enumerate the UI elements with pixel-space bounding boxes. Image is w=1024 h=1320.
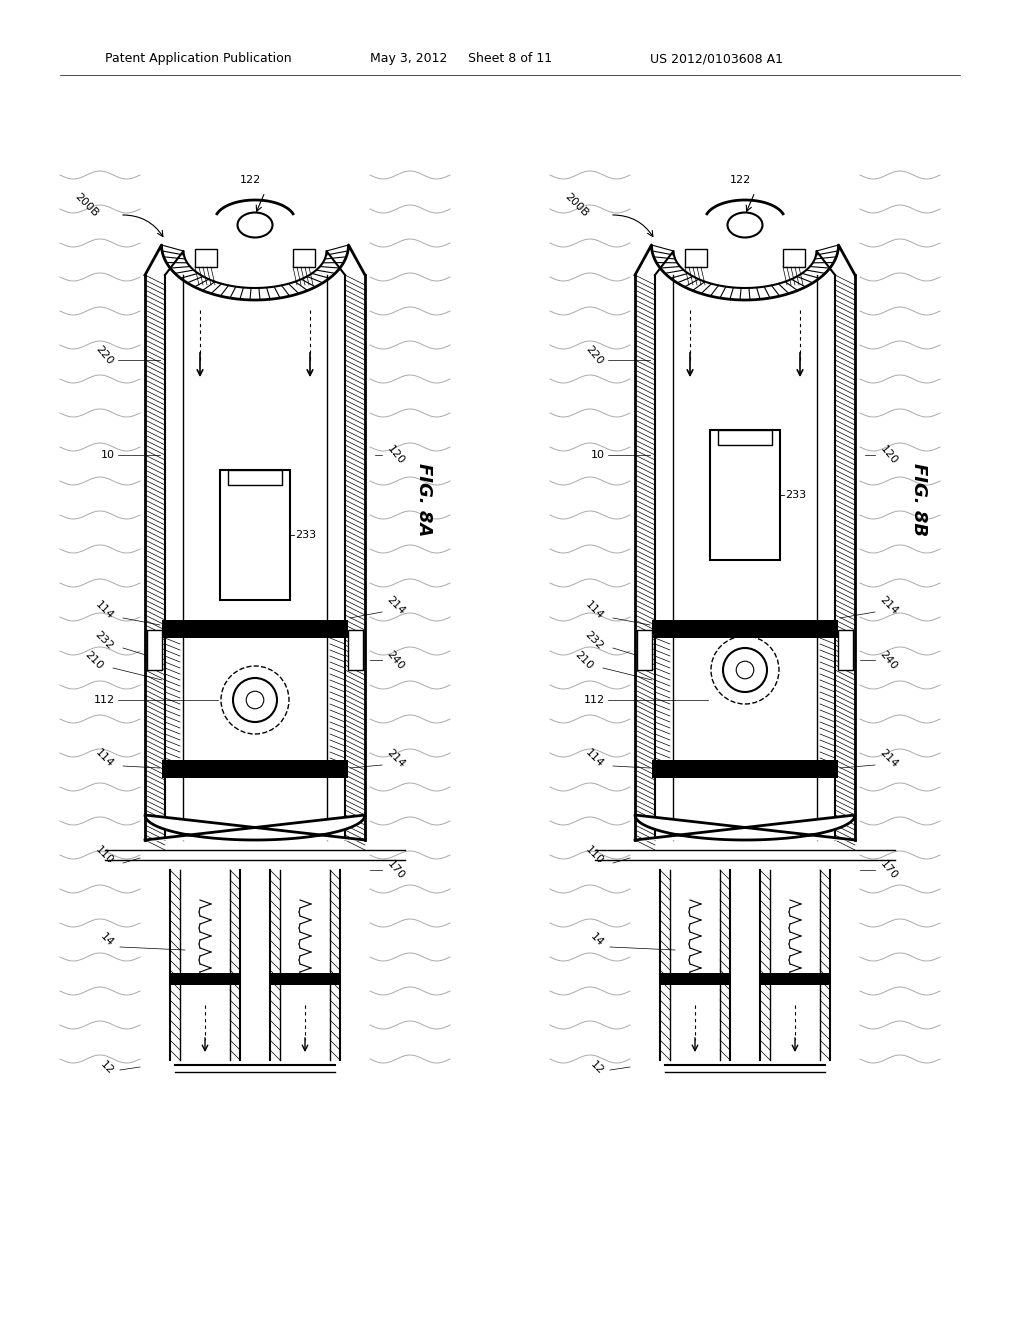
Text: 214: 214 [878,747,900,770]
Text: 114: 114 [583,747,605,770]
Bar [348,630,362,671]
Text: 232: 232 [93,628,115,651]
Text: 200B: 200B [562,191,590,219]
Text: 214: 214 [385,594,408,616]
Circle shape [246,692,264,709]
Text: 110: 110 [93,843,115,866]
Text: 240: 240 [385,648,407,672]
Text: 210: 210 [83,649,105,671]
Bar [660,973,730,985]
Text: 12: 12 [588,1060,605,1077]
Text: 120: 120 [878,444,899,466]
Text: 114: 114 [93,747,115,770]
Bar [685,249,707,267]
Bar [718,430,772,445]
Text: 120: 120 [385,444,407,466]
Text: Sheet 8 of 11: Sheet 8 of 11 [468,51,552,65]
Polygon shape [145,814,365,840]
Ellipse shape [727,213,763,238]
Polygon shape [145,246,365,300]
Circle shape [711,636,779,704]
Text: 114: 114 [93,599,115,620]
Circle shape [233,678,278,722]
Polygon shape [635,246,855,300]
Polygon shape [635,814,855,840]
Text: 214: 214 [385,747,408,770]
Text: 122: 122 [730,176,752,185]
Text: 214: 214 [878,594,900,616]
Ellipse shape [238,213,272,238]
Bar [293,249,315,267]
Text: 170: 170 [385,859,407,882]
Text: 12: 12 [98,1060,115,1077]
Bar [270,973,340,985]
Text: 112: 112 [584,696,605,705]
Text: 220: 220 [93,343,115,367]
Text: 10: 10 [591,450,605,459]
Bar [228,470,282,484]
Text: 220: 220 [584,343,605,367]
Bar [220,470,290,601]
Bar [783,249,805,267]
Bar [652,620,838,638]
Bar [162,620,348,638]
Text: FIG. 8B: FIG. 8B [910,463,928,536]
Text: 114: 114 [583,599,605,620]
Text: 122: 122 [240,176,261,185]
Text: 14: 14 [588,932,605,949]
Text: 112: 112 [94,696,115,705]
Text: Patent Application Publication: Patent Application Publication [105,51,292,65]
Text: 170: 170 [878,859,899,882]
Bar [652,760,838,777]
Circle shape [221,667,289,734]
Bar [710,430,780,560]
Text: 232: 232 [583,628,605,651]
Text: 200B: 200B [73,191,100,219]
Text: 240: 240 [878,648,899,672]
Circle shape [736,661,754,678]
Text: 233: 233 [295,531,316,540]
Text: FIG. 8A: FIG. 8A [415,463,433,537]
Bar [838,630,853,671]
Text: May 3, 2012: May 3, 2012 [370,51,447,65]
Bar [147,630,162,671]
Bar [170,973,240,985]
Text: US 2012/0103608 A1: US 2012/0103608 A1 [650,51,783,65]
Bar [195,249,217,267]
Text: 233: 233 [785,490,806,500]
Text: 14: 14 [98,932,115,949]
Text: 110: 110 [583,843,605,866]
Text: 10: 10 [101,450,115,459]
Text: 210: 210 [573,649,595,671]
Circle shape [723,648,767,692]
Bar [637,630,652,671]
Bar [760,973,830,985]
Bar [162,760,348,777]
